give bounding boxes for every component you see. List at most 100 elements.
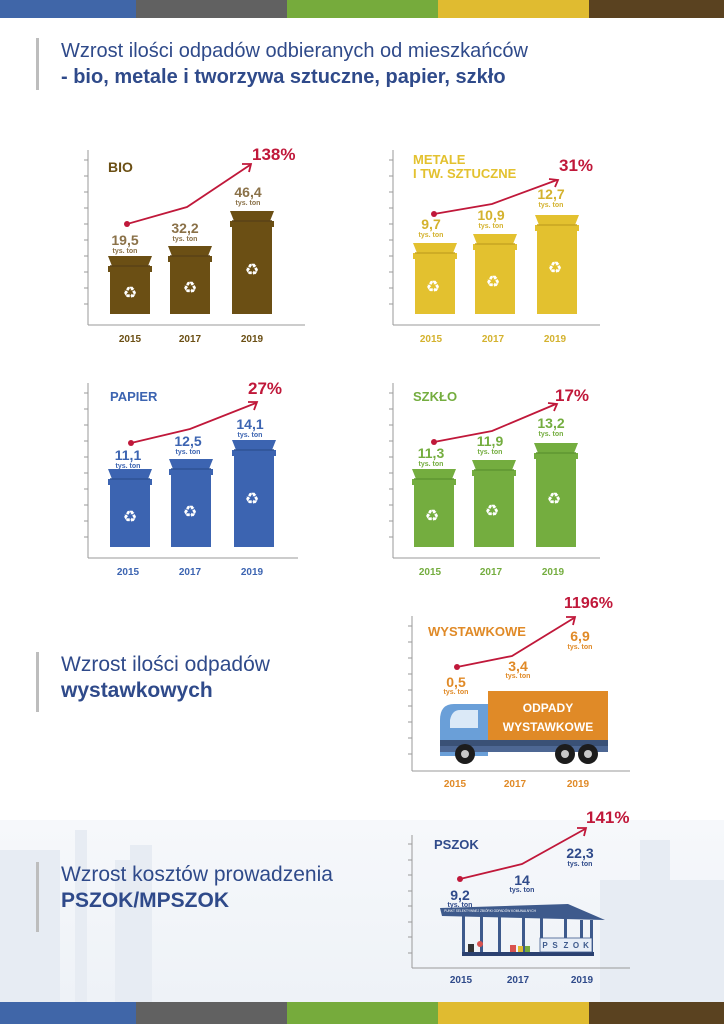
recycle-icon: ♻: [425, 508, 439, 525]
year-label: 2015: [117, 567, 140, 578]
unit-2017: tys. ton: [506, 673, 531, 680]
year-label: 2017: [482, 334, 505, 345]
growth-label: 1196%: [564, 595, 613, 612]
building-letter: Z: [564, 941, 569, 950]
value-2019: 22,3: [566, 845, 593, 861]
strip-gray: [136, 1002, 287, 1024]
chart-title: BIO: [108, 159, 133, 175]
year-label: 2015: [444, 779, 467, 790]
chart-title: PAPIER: [110, 389, 158, 404]
year-label: 2015: [419, 567, 442, 578]
growth-label: 27%: [248, 379, 282, 398]
unit-2015: tys. ton: [419, 461, 444, 468]
building-letter: P: [542, 941, 548, 950]
value-2015: 9,7: [421, 216, 441, 232]
chart-bio-svg: BIO ♻ ♻ ♻ 19,5 tys. ton 32,2 tys. ton 46,4…: [84, 145, 305, 345]
bin-2017: [472, 460, 516, 547]
chart-title-line2: I TW. SZTUCZNE: [413, 166, 517, 181]
strip-green: [287, 1002, 438, 1024]
recycle-icon: ♻: [548, 260, 562, 277]
recycle-icon: ♻: [485, 503, 499, 520]
recycle-icon: ♻: [426, 279, 440, 296]
unit-2017: tys. ton: [478, 449, 503, 456]
year-label: 2019: [567, 779, 590, 790]
value-2017: 10,9: [477, 207, 504, 223]
recycle-icon: ♻: [245, 262, 259, 279]
skyline-background: [0, 820, 724, 1002]
unit-2015: tys. ton: [444, 689, 469, 696]
main-heading: Wzrost ilości odpadów odbieranych od mie…: [36, 38, 528, 90]
unit-2017: tys. ton: [173, 236, 198, 243]
year-label: 2019: [571, 975, 594, 986]
chart-papier: PAPIER ♻ ♻ ♻ 11,1 tys. ton 12,5 tys. ton 1…: [80, 373, 310, 583]
unit-2017: tys. ton: [510, 887, 535, 894]
year-label: 2017: [179, 567, 202, 578]
growth-label: 141%: [586, 808, 629, 827]
strip-blue: [0, 1002, 136, 1024]
trend-arrow: [130, 401, 259, 444]
growth-label: 138%: [252, 145, 295, 164]
bin-2019: [535, 215, 579, 314]
value-2015: 19,5: [111, 232, 138, 248]
trend-arrow: [433, 402, 559, 443]
value-2017: 32,2: [171, 220, 198, 236]
chart-wystawkowe-svg: WYSTAWKOWE ODPADY WYSTAWKOWE 0,5 tys. to…: [408, 595, 630, 790]
trend-arrow: [433, 178, 560, 215]
unit-2015: tys. ton: [116, 463, 141, 470]
year-label: 2017: [179, 334, 202, 345]
year-label: 2019: [241, 567, 264, 578]
bin-2015: [108, 469, 152, 547]
chart-pszok-svg: PSZOK PUNKT SELEKTYWNEJ ZBIÓRKI ODPADÓW …: [408, 808, 630, 986]
unit-2019: tys. ton: [539, 202, 564, 209]
value-2019: 12,7: [537, 186, 564, 202]
bin-2015: [413, 243, 457, 314]
trend-arrow: [459, 827, 588, 880]
bin-2017: [168, 246, 212, 314]
year-label: 2019: [542, 567, 565, 578]
top-color-strip: [0, 0, 724, 18]
value-2019: 13,2: [537, 415, 564, 431]
recycle-icon: ♻: [245, 491, 259, 508]
year-label: 2015: [119, 334, 142, 345]
roof-sign: PUNKT SELEKTYWNEJ ZBIÓRKI ODPADÓW KOMUNA…: [444, 908, 536, 913]
building-letter: K: [583, 941, 589, 950]
building-letter: S: [552, 941, 558, 950]
recycle-icon: ♻: [183, 504, 197, 521]
chart-szklo: SZKŁO ♻ ♻ ♻ 11,3 tys. ton 11,9 tys. ton 13…: [385, 373, 615, 583]
value-2019: 14,1: [236, 416, 263, 432]
recycle-icon: ♻: [123, 509, 137, 526]
year-label: 2019: [544, 334, 567, 345]
pszok-heading: Wzrost kosztów prowadzenia PSZOK/MPSZOK: [36, 862, 333, 932]
wystawkowe-heading-line1: Wzrost ilości odpadów: [61, 653, 270, 676]
chart-papier-svg: PAPIER ♻ ♻ ♻ 11,1 tys. ton 12,5 tys. ton 1…: [84, 379, 298, 578]
unit-2017: tys. ton: [479, 223, 504, 230]
pszok-building-illustration: PUNKT SELEKTYWNEJ ZBIÓRKI ODPADÓW KOMUNA…: [440, 904, 605, 956]
chart-title: SZKŁO: [413, 389, 457, 404]
recycle-icon: ♻: [486, 274, 500, 291]
strip-gray: [136, 0, 287, 18]
truck-cargo-box: [488, 691, 608, 741]
recycle-icon: ♻: [183, 280, 197, 297]
strip-blue: [0, 0, 136, 18]
strip-yellow: [438, 1002, 589, 1024]
bin-2017: [473, 234, 517, 314]
unit-2019: tys. ton: [236, 200, 261, 207]
value-2015: 11,3: [418, 445, 445, 461]
strip-brown: [589, 1002, 724, 1024]
unit-2019: tys. ton: [539, 431, 564, 438]
bin-2015: [412, 469, 456, 547]
main-heading-line1: Wzrost ilości odpadów odbieranych od mie…: [61, 40, 528, 62]
strip-green: [287, 0, 438, 18]
chart-metale-svg: METALE I TW. SZTUCZNE ♻ ♻ ♻ 9,7 tys. ton 1…: [389, 150, 600, 345]
chart-pszok: PSZOK PUNKT SELEKTYWNEJ ZBIÓRKI ODPADÓW …: [400, 800, 640, 995]
value-2015: 9,2: [450, 887, 470, 903]
main-heading-line2: - bio, metale i tworzywa sztuczne, papie…: [61, 66, 506, 88]
strip-brown: [589, 0, 724, 18]
chart-title: PSZOK: [434, 837, 479, 852]
truck-illustration: ODPADY WYSTAWKOWE: [440, 691, 608, 764]
chart-title-line1: METALE: [413, 152, 466, 167]
unit-2019: tys. ton: [238, 432, 263, 439]
chart-metale: METALE I TW. SZTUCZNE ♻ ♻ ♻ 9,7 tys. ton 1…: [385, 140, 615, 350]
recycle-icon: ♻: [547, 491, 561, 508]
value-2017: 14: [514, 872, 530, 888]
